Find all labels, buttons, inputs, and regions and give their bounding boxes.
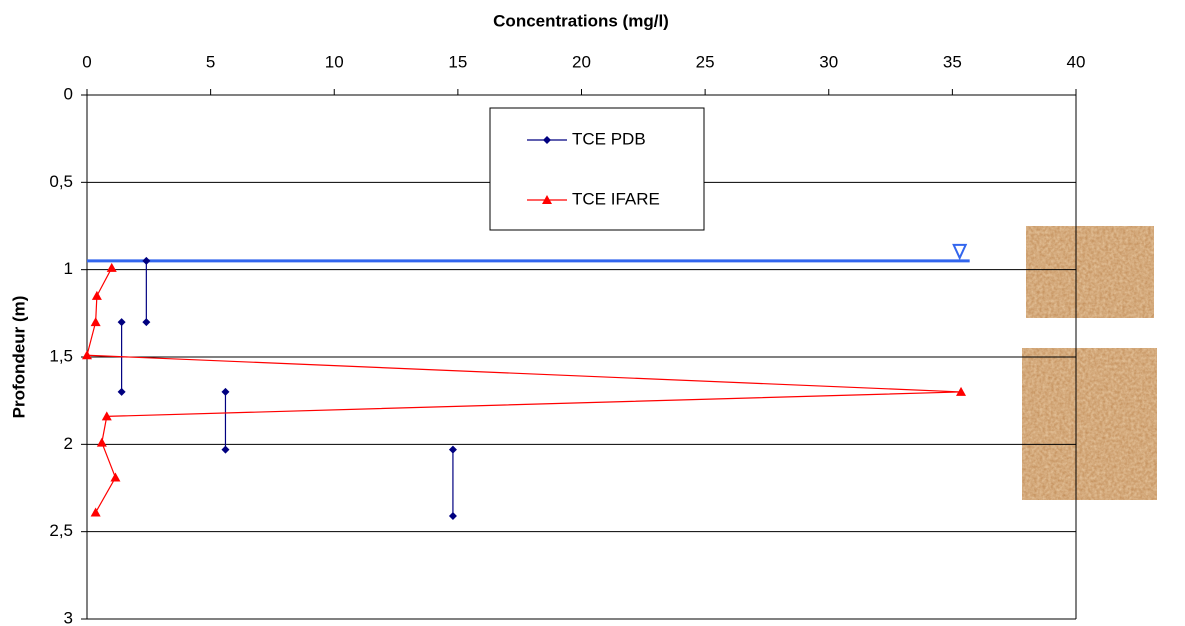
triangle-marker [82,350,92,360]
diamond-marker [448,511,457,520]
diamond-marker [142,318,151,327]
y-tick-label: 3 [64,608,73,626]
x-tick-label: 30 [819,52,838,71]
legend-label: TCE IFARE [572,189,660,208]
legend: TCE PDB TCE IFARE [489,107,705,231]
x-tick-label: 10 [325,52,344,71]
x-tick-label: 40 [1067,52,1086,71]
chart-title: Concentrations (mg/l) [493,11,669,30]
diamond-marker [142,256,151,265]
diamond-marker [543,136,551,144]
triangle-marker [542,195,552,204]
triangle-marker [91,290,102,300]
triangle-marker [956,386,967,396]
legend-label: TCE PDB [572,129,646,148]
triangle-marker [90,507,101,517]
legend-box [489,107,705,231]
y-tick-label: 0 [64,84,73,103]
sand-layer [1022,226,1157,500]
x-tick-label: 35 [943,52,962,71]
diamond-marker [221,387,230,396]
triangle-marker [90,317,101,327]
triangle-marker [101,411,112,421]
x-tick-label: 15 [448,52,467,71]
sand-texture [1026,226,1154,318]
x-tick-label: 0 [82,52,91,71]
triangle-marker [106,262,117,272]
y-tick-label: 1,5 [49,346,73,365]
diamond-marker [448,445,457,454]
y-tick-label: 0,5 [49,172,73,191]
y-tick-label: 1 [64,259,73,278]
diamond-marker [221,445,230,454]
y-tick-label: 2 [64,434,73,453]
series-line [86,267,962,513]
triangle-marker [96,437,107,447]
sand-texture [1022,348,1157,500]
x-tick-label: 20 [572,52,591,71]
water-table-symbol [952,243,968,261]
diamond-marker [117,387,126,396]
triangle-marker [110,472,121,482]
y-axis-label: Profondeur (m) [9,296,28,419]
x-tick-label: 25 [696,52,715,71]
x-tick-label: 5 [206,52,215,71]
diamond-marker [117,318,126,327]
y-tick-label: 2,5 [49,521,73,540]
